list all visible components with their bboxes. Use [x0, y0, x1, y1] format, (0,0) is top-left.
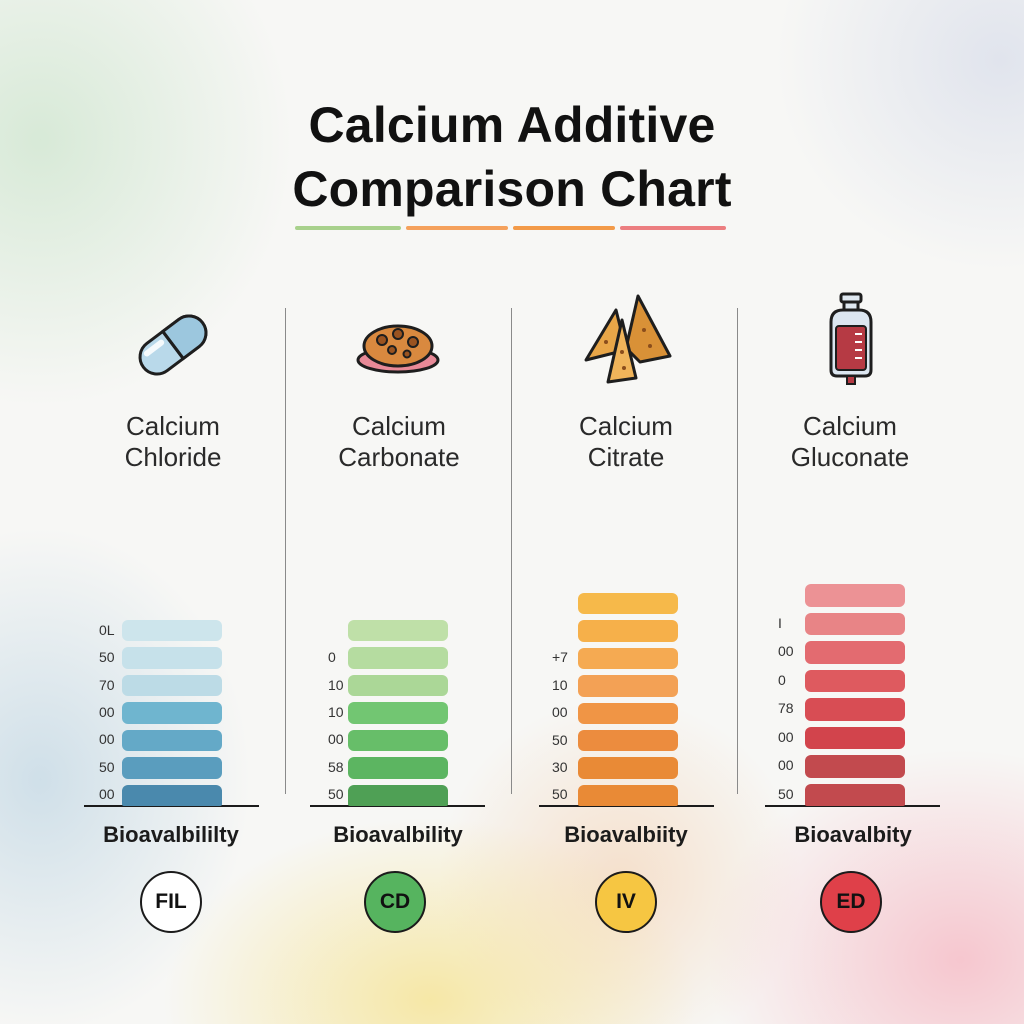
tick-label: 00 — [328, 731, 344, 748]
tick-label: 30 — [552, 758, 568, 775]
bar-segment — [122, 674, 222, 697]
rating-badge: FIL — [140, 871, 202, 933]
rating-badge: IV — [595, 871, 657, 933]
tick-label: I — [778, 614, 782, 631]
tick-label: 50 — [552, 786, 568, 803]
bar-segment — [578, 675, 678, 697]
bar-segment — [805, 641, 905, 664]
bioavailability-label: Bioavalbililty — [103, 822, 239, 847]
bar-segment — [805, 584, 905, 607]
x-axis-baseline — [310, 805, 485, 807]
tick-label: 50 — [778, 785, 794, 802]
tick-label: 50 — [328, 786, 344, 803]
additive-name-line2: Gluconate — [790, 442, 910, 472]
additive-name: Calcium Gluconate — [740, 411, 960, 473]
tick-label: 00 — [778, 728, 794, 745]
additive-name-line1: Calcium — [803, 411, 897, 441]
additive-name-line2: Citrate — [587, 442, 665, 472]
additive-name-line1: Calcium — [352, 411, 446, 441]
bar-segment — [348, 757, 448, 779]
tick-label: 50 — [99, 758, 115, 775]
bar-segment — [348, 729, 448, 752]
bar-segment — [805, 698, 905, 721]
bioavailability-label: Bioavalbility — [333, 822, 463, 847]
x-axis-baseline — [765, 805, 940, 807]
bar-segment — [122, 729, 222, 752]
tick-label: 70 — [99, 676, 115, 693]
title-underline-orange — [406, 226, 508, 230]
tick-label: 0L — [99, 621, 115, 638]
title-underline-amber — [513, 226, 615, 230]
tick-label: 10 — [552, 676, 568, 693]
bar-segment — [805, 669, 905, 692]
bar-segment — [805, 612, 905, 635]
additive-name-line2: Chloride — [124, 442, 222, 472]
bar-segment — [578, 784, 678, 806]
tick-label: 78 — [778, 700, 794, 717]
tick-label: 0 — [328, 649, 336, 666]
additive-name: Calcium Chloride — [63, 411, 283, 473]
tick-label: 00 — [99, 704, 115, 720]
bar-segment — [348, 674, 448, 697]
bar-segment — [122, 620, 222, 642]
additive-name: Calcium Carbonate — [289, 411, 509, 473]
tick-label: 10 — [328, 676, 344, 693]
additive-name-line2: Carbonate — [338, 442, 460, 472]
tick-label: 0 — [778, 671, 786, 688]
bar-segment — [122, 784, 222, 806]
tick-label: 00 — [552, 704, 568, 721]
x-axis-baseline — [539, 805, 714, 807]
bar-segment — [578, 647, 678, 670]
bar-segment — [805, 755, 905, 778]
additive-name: Calcium Citrate — [516, 411, 736, 473]
column-divider — [737, 308, 738, 794]
tick-label: 50 — [552, 731, 568, 748]
title-underline-red — [620, 226, 726, 230]
bar-segment — [805, 783, 905, 806]
bar-segment — [578, 729, 678, 752]
chips-icon — [584, 294, 672, 384]
bar-segment — [805, 726, 905, 749]
bioavailability-label: Bioavalbiity — [564, 822, 688, 847]
column-divider — [511, 308, 512, 794]
bar-segment — [578, 702, 678, 724]
bar-segment — [578, 757, 678, 779]
rating-badge: CD — [364, 871, 426, 933]
capsule-icon — [138, 314, 208, 376]
tick-label: 10 — [328, 704, 344, 720]
bar-segment — [348, 620, 448, 642]
vial-icon — [829, 292, 873, 385]
bar-segment — [122, 757, 222, 779]
x-axis-baseline — [84, 805, 259, 807]
rating-badge: ED — [820, 871, 882, 933]
bar-segment — [348, 784, 448, 806]
bar-segment — [348, 647, 448, 669]
tick-label: +7 — [552, 649, 568, 666]
title-underline-green — [295, 226, 401, 230]
additive-name-line1: Calcium — [579, 411, 673, 441]
tick-label: 00 — [99, 731, 115, 748]
tick-label: 00 — [778, 757, 794, 774]
chart-title-line1: Calcium Additive — [308, 97, 716, 153]
bar-segment — [348, 702, 448, 724]
column-divider — [285, 308, 286, 794]
tick-label: 00 — [99, 786, 115, 803]
additive-name-line1: Calcium — [126, 411, 220, 441]
bar-segment — [122, 647, 222, 669]
chart-title-line2: Comparison Chart — [292, 161, 732, 217]
tick-label: 00 — [778, 643, 794, 660]
bar-segment — [122, 702, 222, 724]
bar-segment — [578, 620, 678, 642]
tick-label: 58 — [328, 758, 344, 775]
cookie-icon — [356, 324, 440, 374]
bar-segment — [578, 593, 678, 615]
tick-label: 50 — [99, 649, 115, 666]
bioavailability-label: Bioavalbity — [794, 822, 912, 847]
